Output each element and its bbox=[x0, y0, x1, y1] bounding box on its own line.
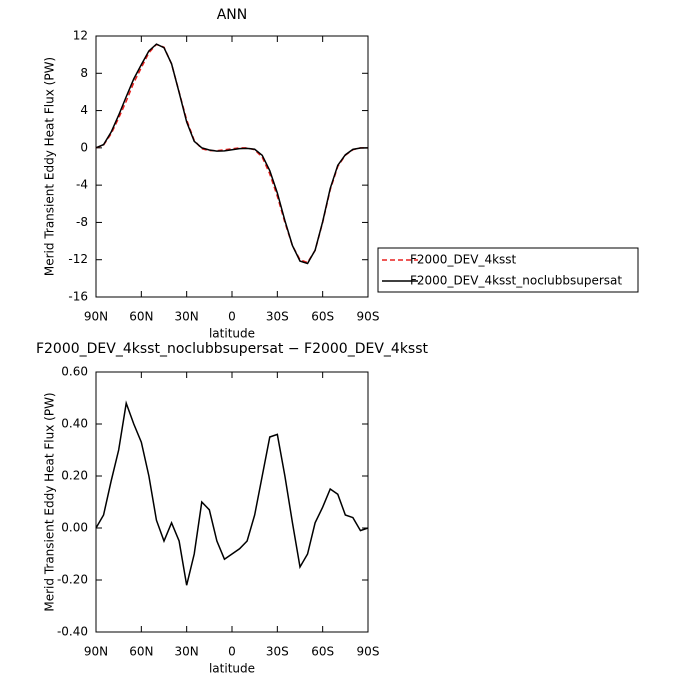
x-tick-label: 30N bbox=[175, 645, 199, 659]
x-tick-label: 60S bbox=[311, 310, 334, 324]
legend-label: F2000_DEV_4ksst_noclubbsupersat bbox=[410, 274, 622, 288]
x-tick-label: 30S bbox=[266, 645, 289, 659]
data-line bbox=[95, 400, 369, 586]
x-tick-label: 60N bbox=[129, 645, 153, 659]
x-tick-label: 60S bbox=[311, 645, 334, 659]
legend-box bbox=[377, 247, 639, 293]
y-tick-label: -16 bbox=[68, 290, 88, 304]
plot-frame bbox=[95, 371, 369, 633]
y-axis-label: Merid Transient Eddy Heat Flux (PW) bbox=[43, 57, 57, 276]
y-tick-label: 4 bbox=[80, 103, 88, 117]
x-tick-label: 30N bbox=[175, 310, 199, 324]
y-tick-label: -0.20 bbox=[57, 573, 88, 587]
y-tick-label: 0.40 bbox=[61, 417, 88, 431]
y-tick-label: -12 bbox=[68, 252, 88, 266]
chart-title: ANN bbox=[217, 7, 248, 23]
legend-label: F2000_DEV_4ksst bbox=[410, 253, 517, 267]
x-tick-label: 90N bbox=[84, 645, 108, 659]
y-axis-label: Merid Transient Eddy Heat Flux (PW) bbox=[43, 392, 57, 611]
x-tick-label: 90N bbox=[84, 310, 108, 324]
x-tick-label: 0 bbox=[228, 310, 236, 324]
y-tick-label: 0.20 bbox=[61, 469, 88, 483]
x-tick-label: 60N bbox=[129, 310, 153, 324]
x-tick-label: 90S bbox=[357, 310, 380, 324]
y-tick-label: -0.40 bbox=[57, 625, 88, 639]
y-tick-label: 0.60 bbox=[61, 365, 88, 379]
y-tick-label: 0 bbox=[80, 140, 88, 154]
y-tick-label: -8 bbox=[76, 215, 88, 229]
y-tick-label: 12 bbox=[73, 29, 88, 43]
x-tick-label: 90S bbox=[357, 645, 380, 659]
data-line bbox=[95, 43, 369, 265]
plot-frame bbox=[95, 35, 369, 298]
y-tick-label: -4 bbox=[76, 178, 88, 192]
x-tick-label: 0 bbox=[228, 645, 236, 659]
data-line bbox=[95, 43, 368, 264]
x-tick-label: 30S bbox=[266, 310, 289, 324]
y-tick-label: 0.00 bbox=[61, 521, 88, 535]
y-tick-label: 8 bbox=[80, 66, 88, 80]
chart-title: F2000_DEV_4ksst_noclubbsupersat − F2000_… bbox=[36, 341, 429, 357]
x-axis-label: latitude bbox=[209, 662, 255, 676]
x-axis-label: latitude bbox=[209, 327, 255, 341]
